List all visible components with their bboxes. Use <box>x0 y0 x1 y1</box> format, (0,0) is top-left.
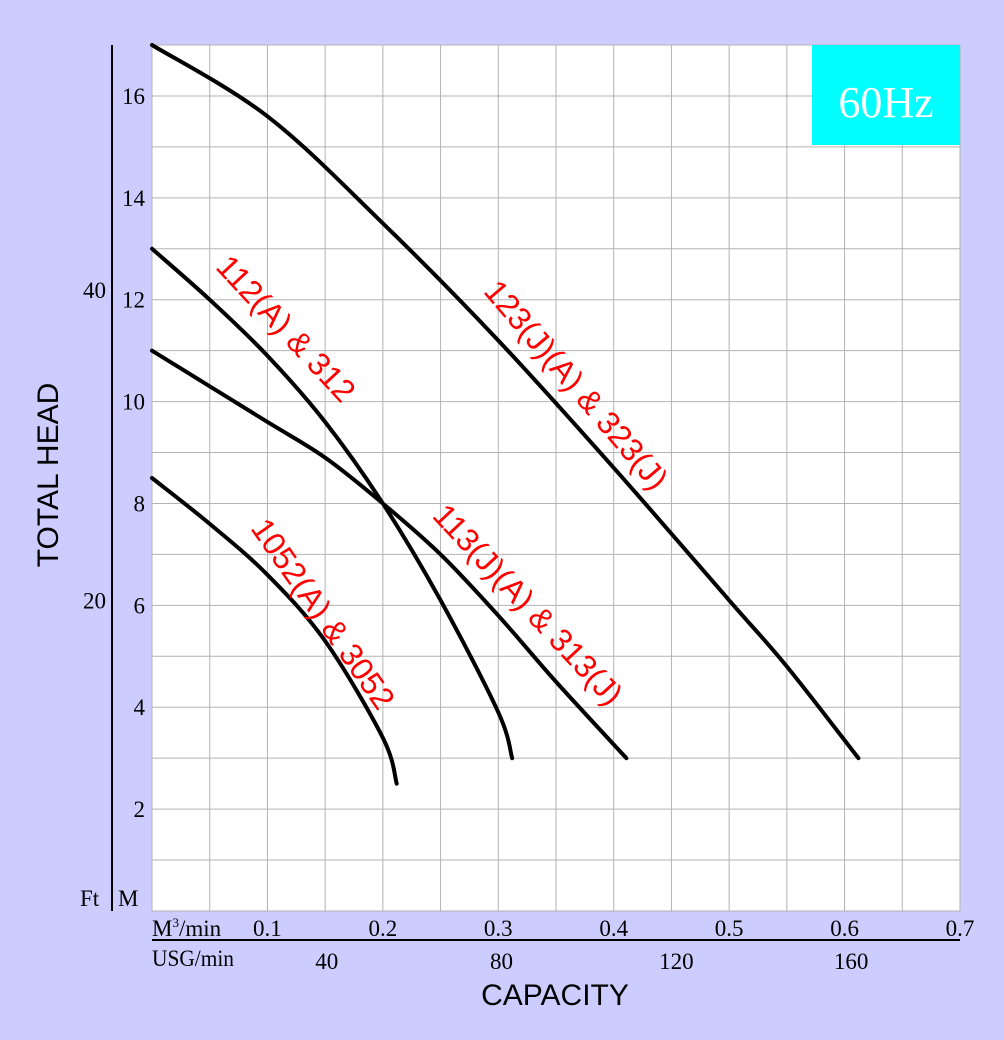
x-tick-label: 0.5 <box>715 916 744 941</box>
performance-curves <box>150 43 861 786</box>
series-curve <box>150 246 515 761</box>
frequency-badge-label: 60Hz <box>838 78 933 127</box>
series-curve <box>150 348 629 761</box>
y-tick-label: 8 <box>134 491 146 516</box>
y-secondary-tick-label: 40 <box>83 278 106 303</box>
series-curve <box>150 43 861 761</box>
x-tick-label: 0.4 <box>599 916 628 941</box>
x-tick-labels: 0.1 0.2 0.3 0.4 0.5 0.6 0.7 <box>253 916 974 941</box>
grid-lines <box>151 44 961 912</box>
x-unit-secondary: USG/min <box>152 946 234 971</box>
y-tick-label: 14 <box>122 186 146 211</box>
y-tick-label: 12 <box>122 288 145 313</box>
x-axis-title: CAPACITY <box>481 979 629 1012</box>
x-unit-primary-sup: 3 <box>172 915 179 930</box>
x-secondary-tick-labels: 40 80 120 160 <box>315 949 868 974</box>
y-unit-secondary: Ft <box>80 886 100 911</box>
y-tick-label: 16 <box>122 84 145 109</box>
x-tick-label: 0.3 <box>484 916 513 941</box>
y-axis-title: TOTAL HEAD <box>32 383 65 567</box>
x-unit-primary: M3/min <box>152 915 222 941</box>
x-tick-label: 0.6 <box>830 916 859 941</box>
x-secondary-tick-label: 120 <box>659 949 694 974</box>
y-tick-label: 2 <box>134 797 146 822</box>
axes <box>111 45 960 941</box>
y-tick-label: 10 <box>122 390 145 415</box>
y-unit-primary: M <box>118 886 138 911</box>
x-tick-label: 0.2 <box>368 916 397 941</box>
y-tick-label: 4 <box>134 695 146 720</box>
x-secondary-tick-label: 40 <box>315 949 338 974</box>
frequency-badge-bg <box>812 45 960 145</box>
x-secondary-tick-label: 160 <box>834 949 869 974</box>
y-tick-label: 6 <box>134 593 146 618</box>
y-tick-labels: 2 4 6 8 10 12 14 16 <box>122 84 146 822</box>
x-unit-primary-base: M <box>152 916 172 941</box>
x-unit-primary-rest: /min <box>179 916 222 941</box>
x-tick-label: 0.7 <box>946 916 975 941</box>
x-secondary-tick-label: 80 <box>490 949 513 974</box>
y-secondary-tick-label: 20 <box>83 588 106 613</box>
x-tick-label: 0.1 <box>253 916 282 941</box>
frequency-badge: 60Hz <box>812 45 960 145</box>
series-curve <box>150 476 399 786</box>
